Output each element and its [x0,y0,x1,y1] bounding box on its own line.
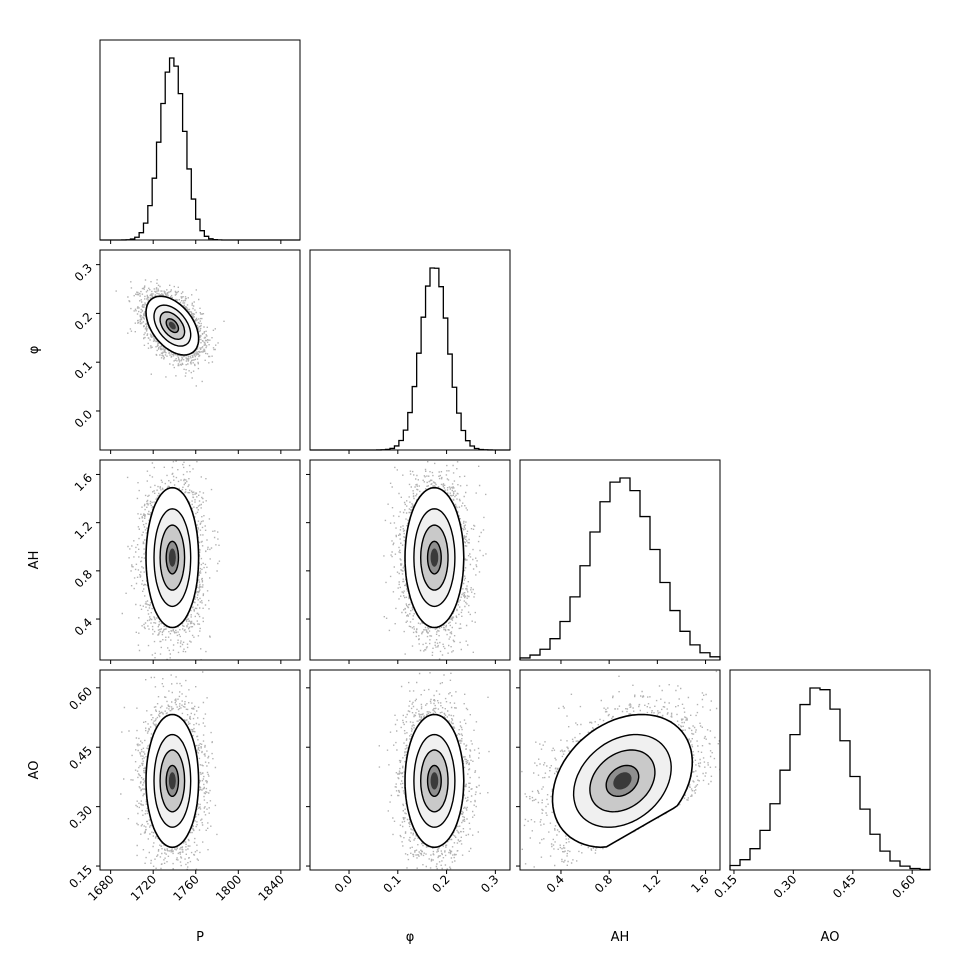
panel-AH-AH [519,459,721,664]
contour-AO-AH-4 [613,772,632,790]
y-tick-label-AH: 0.8 [72,567,95,590]
panel-frame [729,669,931,871]
histogram-AO [729,687,931,871]
x-tick-label-AO: 0.45 [830,872,859,901]
x-axis-label-AO: AO [821,930,840,945]
panel-phi-P: 0.0 0.1 0.2 0.3 [72,249,301,454]
x-tick-label-AH: 1.6 [688,872,711,895]
panel-AO-phi: 0.0 0.1 0.2 0.3 [306,669,511,896]
panel-frame [99,249,301,451]
histogram-P [100,57,300,241]
y-tick-label-AO: 0.30 [66,803,95,832]
panel-frame [309,249,511,451]
panel-AH-P: 0.4 0.8 1.2 1.6 [72,459,301,664]
panel-frame [99,459,301,661]
y-tick-label-AO: 0.60 [66,684,95,713]
y-axis-label-AH: AH [27,551,42,570]
contour-AO-P-4 [168,772,176,790]
contour-phi-P-4 [168,321,176,330]
x-tick-label-AO: 0.15 [711,872,740,901]
x-axis-label-P: P [196,930,204,945]
y-tick-label-AH: 0.4 [72,615,95,638]
contour-AH-phi-4 [430,548,439,567]
x-tick-label-phi: 0.2 [429,872,452,895]
y-tick-label-AO: 0.45 [66,743,95,772]
x-tick-label-AH: 1.2 [640,872,663,895]
x-axis-label-AH: AH [611,930,630,945]
panel-phi-phi [309,249,511,454]
panel-frame [99,39,301,241]
y-tick-label-phi: 0.0 [72,407,95,430]
x-tick-label-phi: 0.1 [381,872,404,895]
panel-frame [309,669,511,871]
y-tick-label-AH: 1.6 [72,471,95,494]
x-tick-label-AO: 0.60 [890,872,919,901]
x-tick-label-P: 1840 [255,872,286,903]
axis-labels-layer: P φ AH AO φ AH AO [27,346,839,945]
x-tick-label-phi: 0.3 [478,872,501,895]
y-tick-label-phi: 0.1 [72,358,95,381]
contour-AH-P-4 [168,548,176,567]
panel-P-P [99,39,301,244]
panel-frame [519,669,721,871]
panel-AH-phi [306,459,511,664]
histogram-phi [310,267,510,451]
y-axis-label-AO: AO [27,761,42,780]
x-tick-label-P: 1760 [170,872,201,903]
x-tick-label-P: 1800 [213,872,244,903]
panel-frame [519,459,721,661]
x-axis-label-phi: φ [406,930,415,945]
panel-frame [309,459,511,661]
contour-AO-phi-4 [430,772,439,790]
panel-AO-AO: 0.15 0.30 0.45 0.60 [711,669,931,901]
y-tick-label-AH: 1.2 [72,519,95,542]
y-tick-label-phi: 0.3 [72,261,95,284]
x-tick-label-AH: 0.8 [592,872,615,895]
y-tick-label-AO: 0.15 [66,862,95,891]
panel-AO-AH: 0.4 0.8 1.2 1.6 [516,669,721,896]
x-tick-label-AO: 0.30 [771,872,800,901]
y-tick-label-phi: 0.2 [72,310,95,333]
x-tick-label-AH: 0.4 [544,872,567,895]
y-axis-label-phi: φ [27,346,42,355]
x-tick-label-P: 1720 [128,872,159,903]
panel-frame [99,669,301,871]
histogram-AH [519,477,721,660]
x-tick-label-phi: 0.0 [332,872,355,895]
